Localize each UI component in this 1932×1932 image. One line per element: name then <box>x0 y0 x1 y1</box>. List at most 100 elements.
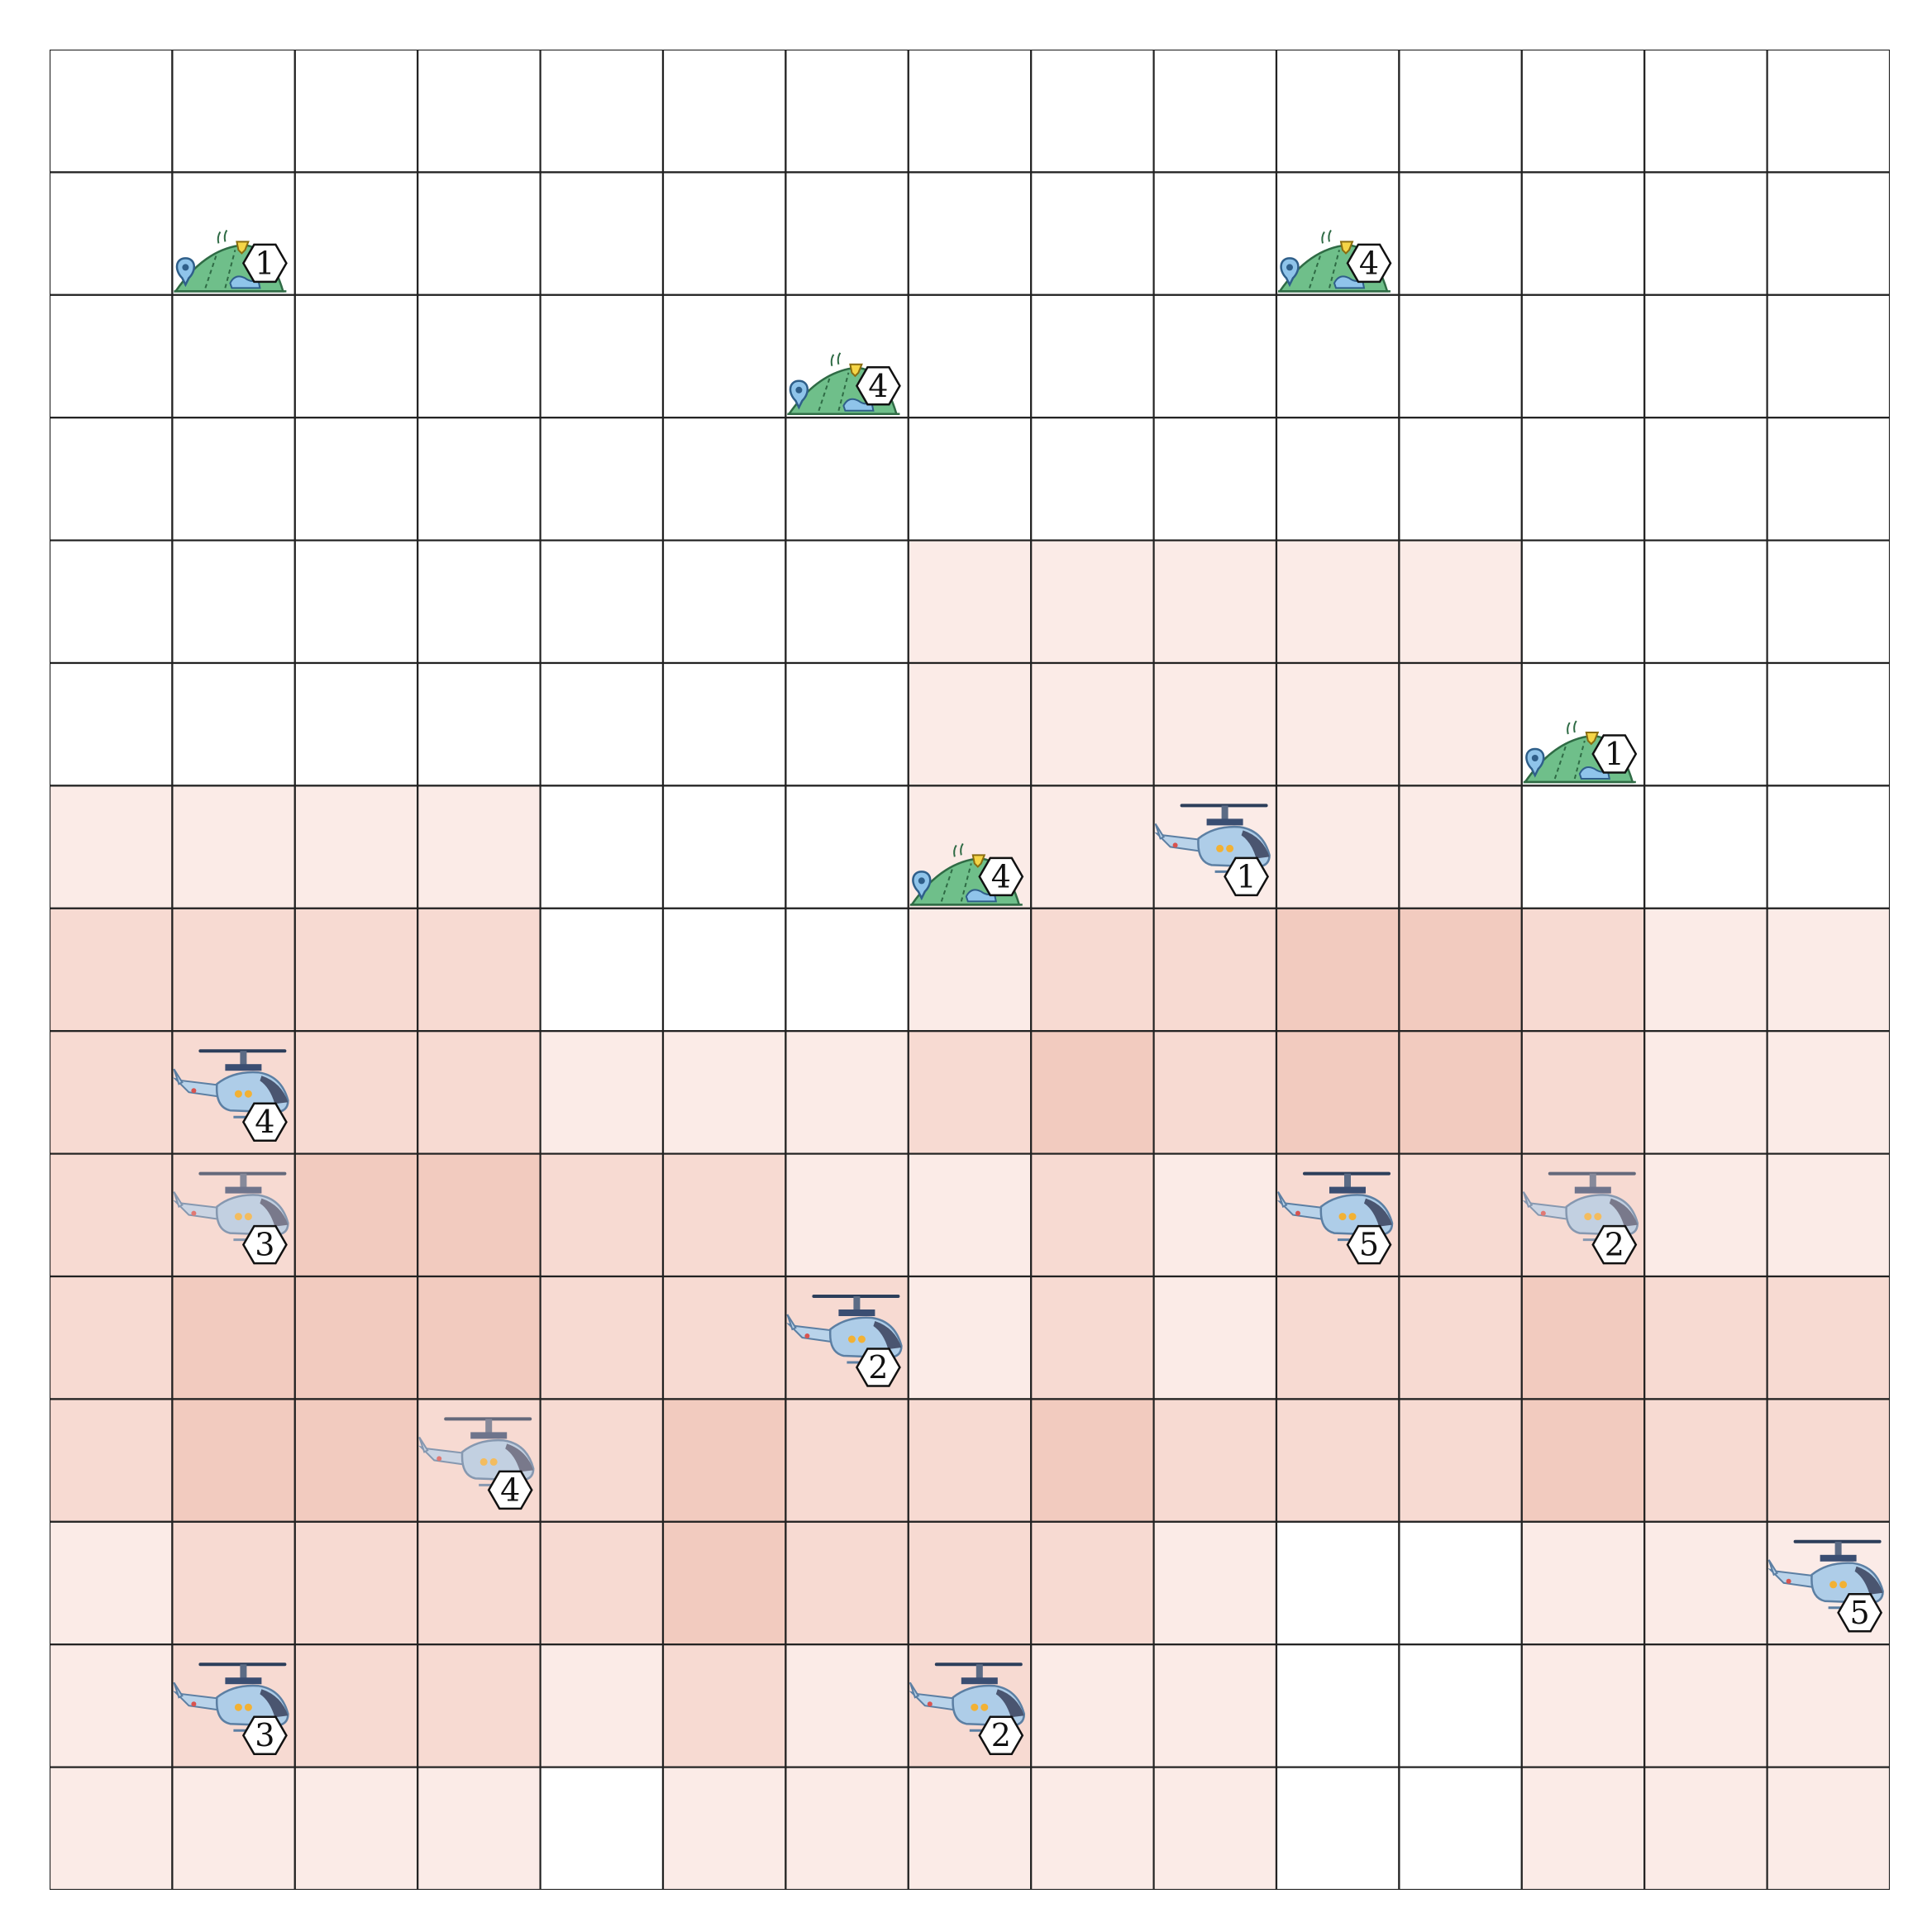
grid-cell-r8-c0[interactable] <box>50 1030 174 1155</box>
grid-cell-r6-c3[interactable] <box>417 785 541 909</box>
grid-cell-r4-c4[interactable] <box>539 539 665 665</box>
grid-cell-r9-c0[interactable] <box>50 1152 174 1278</box>
grid-cell-r13-c11[interactable] <box>1398 1643 1523 1768</box>
grid-cell-r8-c10[interactable] <box>1275 1030 1400 1155</box>
grid-cell-r0-c4[interactable] <box>539 50 665 174</box>
grid-cell-r4-c1[interactable] <box>171 539 296 665</box>
grid-cell-r6-c4[interactable] <box>539 785 665 909</box>
grid-cell-r13-c9[interactable] <box>1152 1643 1278 1768</box>
grid-cell-r14-c7[interactable] <box>907 1766 1033 1890</box>
grid-cell-r7-c14[interactable] <box>1766 907 1890 1033</box>
grid-cell-r7-c9[interactable] <box>1152 907 1278 1033</box>
grid-cell-r9-c4[interactable] <box>539 1152 665 1278</box>
grid-cell-r0-c12[interactable] <box>1520 50 1646 174</box>
grid-cell-r2-c3[interactable] <box>417 293 541 419</box>
grid-cell-r5-c4[interactable] <box>539 661 665 787</box>
grid-cell-r1-c14[interactable] <box>1766 171 1890 296</box>
grid-cell-r0-c3[interactable] <box>417 50 541 174</box>
grid-cell-r14-c8[interactable] <box>1030 1766 1155 1890</box>
grid-cell-r10-c4[interactable] <box>539 1275 665 1400</box>
grid-cell-r7-c11[interactable] <box>1398 907 1523 1033</box>
grid-cell-r1-c5[interactable] <box>661 171 787 296</box>
grid-cell-r9-c14[interactable] <box>1766 1152 1890 1278</box>
grid-cell-r14-c5[interactable] <box>661 1766 787 1890</box>
grid-cell-r11-c14[interactable] <box>1766 1398 1890 1523</box>
grid-cell-r8-c12[interactable] <box>1520 1030 1646 1155</box>
grid-cell-r2-c12[interactable] <box>1520 293 1646 419</box>
grid-cell-r13-c4[interactable] <box>539 1643 665 1768</box>
grid-cell-r2-c5[interactable] <box>661 293 787 419</box>
grid-cell-r9-c3[interactable] <box>417 1152 541 1278</box>
grid-cell-r13-c3[interactable] <box>417 1643 541 1768</box>
grid-cell-r4-c3[interactable] <box>417 539 541 665</box>
grid-cell-r4-c5[interactable] <box>661 539 787 665</box>
grid-cell-r10-c1[interactable] <box>171 1275 296 1400</box>
grid-cell-r12-c13[interactable] <box>1643 1520 1768 1646</box>
grid-cell-r1-c6[interactable] <box>785 171 909 296</box>
grid-cell-r13-c0[interactable] <box>50 1643 174 1768</box>
grid-cell-r3-c9[interactable] <box>1152 417 1278 541</box>
grid-cell-r9-c11[interactable] <box>1398 1152 1523 1278</box>
grid-cell-r12-c3[interactable] <box>417 1520 541 1646</box>
grid-cell-r13-c12[interactable] <box>1520 1643 1646 1768</box>
grid-cell-r0-c5[interactable] <box>661 50 787 174</box>
grid-cell-r11-c9[interactable] <box>1152 1398 1278 1523</box>
grid-cell-r0-c13[interactable] <box>1643 50 1768 174</box>
grid-cell-r3-c5[interactable] <box>661 417 787 541</box>
grid-cell-r9-c8[interactable] <box>1030 1152 1155 1278</box>
grid-cell-r10-c13[interactable] <box>1643 1275 1768 1400</box>
grid-cell-r8-c14[interactable] <box>1766 1030 1890 1155</box>
grid-cell-r3-c2[interactable] <box>293 417 419 541</box>
grid-cell-r0-c9[interactable] <box>1152 50 1278 174</box>
grid-cell-r12-c2[interactable] <box>293 1520 419 1646</box>
grid-cell-r6-c8[interactable] <box>1030 785 1155 909</box>
grid-cell-r7-c8[interactable] <box>1030 907 1155 1033</box>
grid-cell-r9-c9[interactable] <box>1152 1152 1278 1278</box>
grid-cell-r5-c11[interactable] <box>1398 661 1523 787</box>
grid-cell-r10-c8[interactable] <box>1030 1275 1155 1400</box>
grid-cell-r6-c14[interactable] <box>1766 785 1890 909</box>
grid-cell-r11-c13[interactable] <box>1643 1398 1768 1523</box>
grid-cell-r6-c12[interactable] <box>1520 785 1646 909</box>
helicopter-icon[interactable]: 3 <box>173 1662 289 1755</box>
grid-cell-r14-c0[interactable] <box>50 1766 174 1890</box>
grid-cell-r14-c13[interactable] <box>1643 1766 1768 1890</box>
grid-cell-r5-c1[interactable] <box>171 661 296 787</box>
grid-cell-r10-c11[interactable] <box>1398 1275 1523 1400</box>
helicopter-icon[interactable]: 2 <box>909 1662 1026 1755</box>
grid-cell-r7-c6[interactable] <box>785 907 909 1033</box>
grid-cell-r13-c14[interactable] <box>1766 1643 1890 1768</box>
grid-cell-r12-c12[interactable] <box>1520 1520 1646 1646</box>
town-icon[interactable]: 4 <box>1277 229 1392 293</box>
grid-cell-r11-c2[interactable] <box>293 1398 419 1523</box>
grid-cell-r11-c11[interactable] <box>1398 1398 1523 1523</box>
helicopter-icon[interactable]: 5 <box>1767 1539 1884 1633</box>
grid-cell-r3-c1[interactable] <box>171 417 296 541</box>
grid-cell-r7-c12[interactable] <box>1520 907 1646 1033</box>
grid-cell-r7-c0[interactable] <box>50 907 174 1033</box>
grid-cell-r0-c0[interactable] <box>50 50 174 174</box>
grid-cell-r9-c13[interactable] <box>1643 1152 1768 1278</box>
grid-cell-r4-c8[interactable] <box>1030 539 1155 665</box>
grid-cell-r13-c5[interactable] <box>661 1643 787 1768</box>
grid-cell-r8-c13[interactable] <box>1643 1030 1768 1155</box>
grid-cell-r5-c0[interactable] <box>50 661 174 787</box>
grid-cell-r5-c13[interactable] <box>1643 661 1768 787</box>
grid-cell-r4-c9[interactable] <box>1152 539 1278 665</box>
helicopter-icon[interactable]: 4 <box>417 1417 535 1510</box>
grid-cell-r1-c2[interactable] <box>293 171 419 296</box>
grid-cell-r0-c6[interactable] <box>785 50 909 174</box>
grid-cell-r9-c2[interactable] <box>293 1152 419 1278</box>
grid-cell-r2-c14[interactable] <box>1766 293 1890 419</box>
grid-cell-r10-c3[interactable] <box>417 1275 541 1400</box>
grid-cell-r11-c0[interactable] <box>50 1398 174 1523</box>
grid-cell-r0-c7[interactable] <box>907 50 1033 174</box>
town-icon[interactable]: 4 <box>787 352 901 416</box>
grid-cell-r3-c10[interactable] <box>1275 417 1400 541</box>
grid-cell-r12-c8[interactable] <box>1030 1520 1155 1646</box>
grid-cell-r14-c12[interactable] <box>1520 1766 1646 1890</box>
grid-cell-r5-c3[interactable] <box>417 661 541 787</box>
grid-cell-r4-c7[interactable] <box>907 539 1033 665</box>
grid-cell-r4-c14[interactable] <box>1766 539 1890 665</box>
town-icon[interactable]: 1 <box>174 229 288 293</box>
